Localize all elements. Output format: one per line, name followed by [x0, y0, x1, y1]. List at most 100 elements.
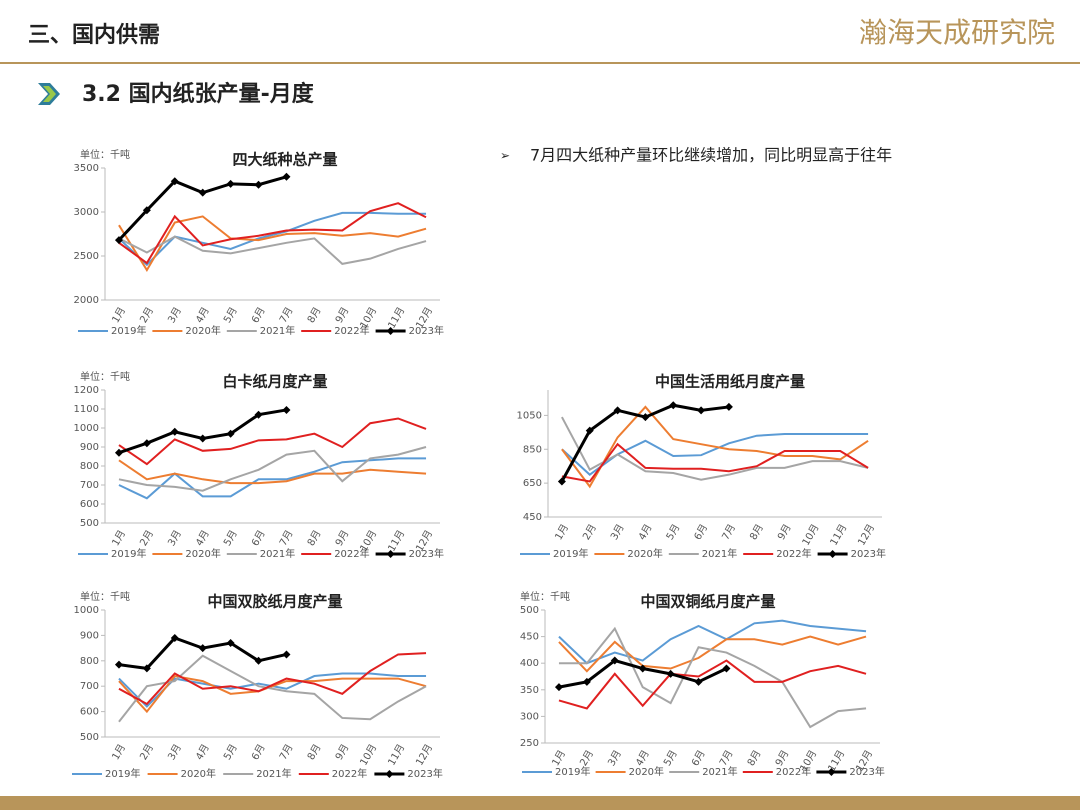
marker	[610, 656, 619, 665]
x-tick-label: 2月	[580, 522, 599, 542]
marker	[582, 677, 591, 686]
y-tick-label: 700	[80, 480, 99, 491]
legend-label: 2019年	[111, 324, 146, 337]
legend-label: 2021年	[260, 324, 295, 337]
legend-label: 2020年	[181, 767, 216, 780]
unit-label: 单位：千吨	[80, 148, 130, 161]
x-tick-label: 8月	[747, 522, 766, 542]
x-tick-label: 9月	[773, 748, 792, 768]
marker	[282, 650, 291, 659]
legend-label: 2020年	[185, 547, 220, 560]
x-tick-label: 2月	[137, 305, 156, 325]
marker	[613, 406, 622, 415]
x-tick-label: 7月	[277, 742, 296, 762]
x-tick-label: 9月	[333, 528, 352, 548]
x-tick-label: 1月	[110, 305, 129, 325]
marker	[226, 639, 235, 648]
marker	[254, 656, 263, 665]
series-line	[118, 446, 427, 492]
marker	[666, 669, 675, 678]
legend-label: 2021年	[702, 547, 737, 560]
marker	[282, 172, 291, 181]
series-line	[118, 459, 427, 485]
x-tick-label: 11月	[386, 742, 408, 768]
x-tick-label: 8月	[745, 748, 764, 768]
x-tick-label: 7月	[277, 528, 296, 548]
legend-label: 2020年	[629, 765, 664, 778]
series-line	[118, 457, 427, 500]
footer-band	[0, 796, 1080, 810]
marker	[641, 413, 650, 422]
y-tick-label: 450	[523, 512, 542, 523]
legend-marker	[827, 768, 836, 776]
series-line	[561, 405, 869, 489]
chart-title: 四大纸种总产量	[232, 151, 337, 169]
marker	[282, 405, 291, 414]
legend-marker	[386, 327, 395, 335]
marker	[638, 664, 647, 673]
x-tick-label: 1月	[550, 748, 569, 768]
legend-label: 2023年	[849, 765, 884, 778]
x-tick-label: 4月	[193, 528, 212, 548]
unit-label: 单位：千吨	[520, 590, 570, 603]
series-line	[558, 659, 867, 710]
y-tick-label: 2000	[74, 295, 99, 306]
y-tick-label: 500	[80, 518, 99, 529]
y-tick-label: 350	[520, 685, 539, 696]
x-tick-label: 5月	[221, 528, 240, 548]
y-tick-label: 2500	[74, 251, 99, 262]
x-tick-label: 10月	[358, 742, 380, 768]
y-tick-label: 800	[80, 656, 99, 667]
marker	[254, 180, 263, 189]
marker	[669, 401, 678, 410]
legend-label: 2022年	[334, 547, 369, 560]
series-line	[118, 417, 427, 466]
y-tick-label: 300	[520, 711, 539, 722]
marker	[198, 644, 207, 653]
legend-label: 2021年	[702, 765, 737, 778]
x-tick-label: 5月	[661, 748, 680, 768]
legend-label: 2021年	[260, 547, 295, 560]
x-tick-label: 10月	[800, 522, 822, 548]
series-line	[118, 652, 427, 706]
chevron-inner	[43, 86, 56, 102]
series-line	[561, 416, 869, 481]
y-tick-label: 1100	[74, 404, 99, 415]
x-tick-label: 2月	[137, 742, 156, 762]
marker	[198, 434, 207, 443]
x-tick-label: 11月	[826, 748, 848, 774]
x-tick-label: 12月	[856, 522, 878, 548]
series-line	[558, 635, 867, 673]
legend-label: 2022年	[776, 547, 811, 560]
unit-label: 单位：千吨	[80, 590, 130, 603]
series-line	[118, 235, 427, 265]
y-tick-label: 700	[80, 681, 99, 692]
marker	[142, 206, 151, 215]
x-tick-label: 6月	[692, 522, 711, 542]
y-tick-label: 600	[80, 499, 99, 510]
section-title: 三、国内供需	[28, 22, 160, 48]
legend-label: 2020年	[185, 324, 220, 337]
marker	[170, 633, 179, 642]
legend-marker	[385, 770, 394, 778]
legend-marker	[386, 550, 395, 558]
x-tick-label: 11月	[386, 305, 408, 331]
x-tick-label: 8月	[305, 305, 324, 325]
chart-title: 白卡纸月度产量	[222, 373, 327, 391]
marker	[554, 683, 563, 692]
series-line	[561, 442, 869, 483]
marker	[170, 427, 179, 436]
chart-title: 中国双胶纸月度产量	[207, 593, 342, 611]
x-tick-label: 1月	[110, 742, 129, 762]
marker	[114, 660, 123, 669]
y-tick-label: 3000	[74, 207, 99, 218]
x-tick-label: 4月	[633, 748, 652, 768]
x-tick-label: 1月	[553, 522, 572, 542]
x-tick-label: 11月	[828, 522, 850, 548]
legend-label: 2019年	[105, 767, 140, 780]
x-tick-label: 11月	[386, 528, 408, 554]
svg-text:➢: ➢	[500, 149, 510, 163]
legend-label: 2023年	[409, 324, 444, 337]
y-tick-label: 1000	[74, 605, 99, 616]
x-tick-label: 6月	[249, 528, 268, 548]
